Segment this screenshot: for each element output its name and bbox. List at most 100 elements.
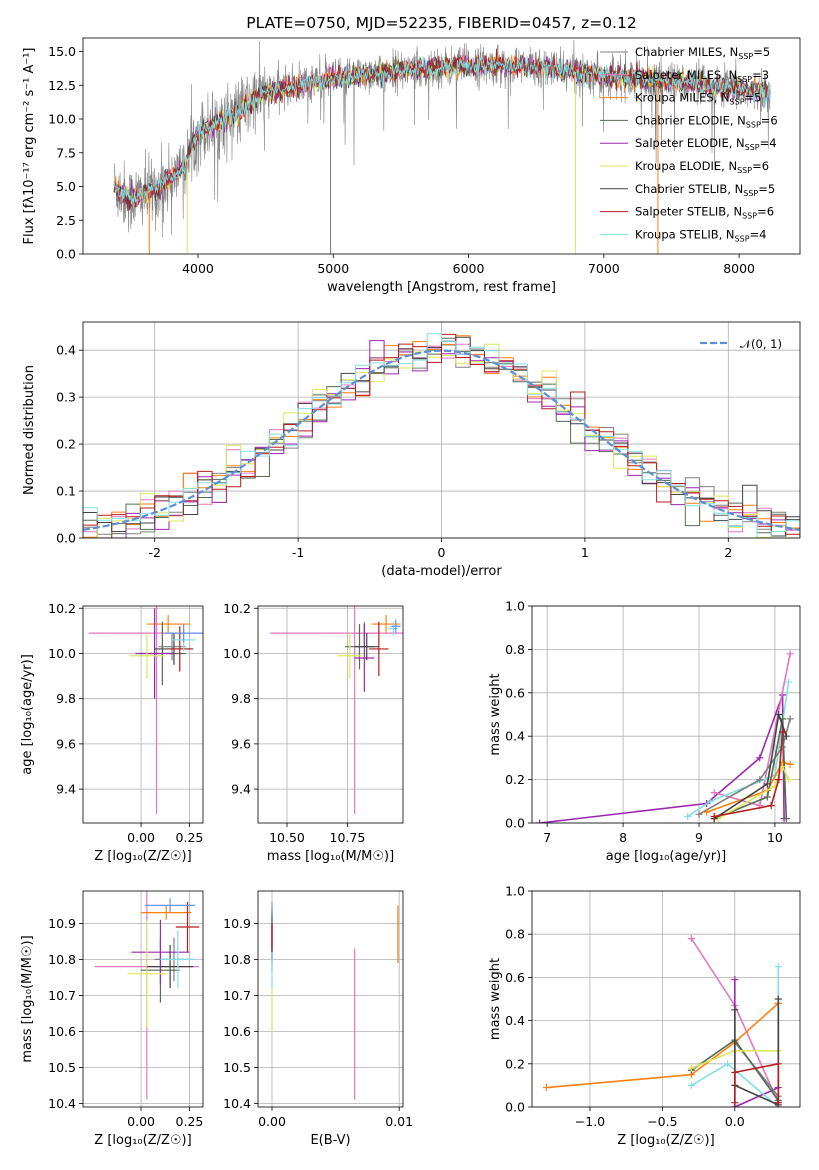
axes-frame (82, 605, 204, 824)
weight-marker-chabrier-stelib (775, 711, 783, 718)
weight-marker-chabrier-stelib (782, 732, 790, 740)
legend: 𝒩(0, 1) (700, 337, 782, 351)
x-tick-label: 0.25 (176, 830, 204, 845)
legend-entry: Salpeter MILES, NSSP=3 (635, 68, 769, 84)
y-tick-label: 10.9 (48, 916, 76, 931)
weight-marker-kroupa-stelib (687, 1081, 695, 1089)
chart-age-vs-mass: 10.50 10.75 9.4 9.6 9.8 10.0 10.2 mass [log₁₀(M… (223, 601, 404, 864)
chart-residuals: -2 -1 0 1 2 0.0 0.1 0.2 0.3 0.4 (data-model)/error… (22, 321, 801, 579)
legend-entry: Salpeter ELODIE, NSSP=4 (635, 136, 777, 152)
legend-entry: Kroupa STELIB, NSSP=4 (635, 227, 766, 243)
legend-entry: Chabrier STELIB, NSSP=5 (635, 182, 775, 198)
x-tick-label: 9 (695, 830, 703, 845)
weight-marker-salpeter-elodie (536, 819, 544, 823)
x-tick-label: 10.50 (269, 830, 305, 845)
x-tick-label: 0.0 (725, 1114, 745, 1129)
y-tick-label: 0.4 (505, 729, 525, 744)
errorbar-kroupa-elodie (127, 919, 167, 1028)
errorbar-salpeter-elodie (131, 919, 190, 985)
x-axis-label: mass [log₁₀(M/M☉)] (267, 849, 394, 864)
y-tick-label: 0.6 (505, 685, 525, 700)
x-axis-label: Z [log₁₀(Z/Z☉)] (617, 1133, 714, 1148)
y-tick-label: 10.2 (223, 601, 251, 616)
x-tick-label: −0.5 (647, 1114, 677, 1129)
weight-line-chabrier-elodie (713, 718, 788, 820)
x-tick-label: 7 (543, 830, 551, 845)
y-tick-label: 1.0 (505, 599, 525, 614)
weight-line-salpeter-stelib (714, 731, 784, 818)
y-tick-label: 10.4 (48, 1096, 76, 1111)
weight-marker-salpeter-stelib (767, 802, 775, 810)
weight-line-kroupa-stelib (687, 681, 790, 818)
y-tick-label: 12.5 (48, 78, 76, 93)
y-tick-label: 0.2 (505, 772, 525, 787)
x-tick-label: −1.0 (575, 1114, 605, 1129)
axes-frame (82, 37, 801, 255)
plot-area (94, 891, 200, 1100)
y-tick-label: 10.4 (223, 1096, 251, 1111)
weight-marker-salpeter-stelib (731, 1099, 739, 1107)
x-tick-label: 8 (619, 830, 627, 845)
weight-marker-chabrier-stelib (774, 995, 782, 1003)
y-axis-label: mass weight (488, 958, 503, 1040)
errorbar-salpeter-miles (270, 606, 403, 814)
y-tick-label: 10.5 (48, 1060, 76, 1075)
chart-title: PLATE=0750, MJD=52235, FIBERID=0457, z=0… (246, 14, 636, 32)
x-tick-label: 4000 (182, 261, 214, 276)
y-tick-label: 10.5 (223, 1060, 251, 1075)
y-tick-label: 10.7 (48, 988, 76, 1003)
x-axis-label: E(B-V) (310, 1133, 350, 1148)
errorbar-salpeter-miles (88, 606, 203, 814)
y-tick-label: 5.0 (56, 179, 76, 194)
legend-entry: Chabrier ELODIE, NSSP=6 (635, 113, 778, 129)
x-tick-label: 10.75 (330, 830, 366, 845)
errorbar-salpeter-stelib (168, 626, 192, 672)
chart-weight-vs-age: 7 8 9 10 0.0 0.2 0.4 0.6 0.8 1.0 age [log₁₀(age/yr… (488, 599, 801, 864)
y-tick-label: 10.6 (223, 1024, 251, 1039)
plot-area (113, 39, 771, 254)
y-tick-label: 0.4 (56, 343, 76, 358)
plot-area (83, 333, 800, 538)
x-tick-label: -1 (292, 545, 304, 560)
weight-marker-kroupa-stelib (684, 812, 692, 820)
weight-marker-chabrier-miles (779, 743, 787, 751)
plot-area (536, 650, 794, 823)
x-tick-label: 0.01 (385, 1114, 413, 1129)
errorbar-kroupa-miles (141, 905, 192, 920)
y-tick-label: 0.2 (505, 1056, 525, 1071)
y-tick-label: 0.0 (505, 1100, 525, 1115)
y-tick-label: 10.8 (48, 952, 76, 967)
y-axis-label: age [log₁₀(age/yr)] (20, 654, 35, 775)
errorbar-chabrier-miles (158, 633, 186, 661)
axes-frame (82, 321, 801, 539)
y-tick-label: 10.7 (223, 988, 251, 1003)
y-axis-label: mass [log₁₀(M/M☉)] (20, 935, 35, 1062)
weight-marker-chabrier-elodie (782, 815, 790, 823)
legend-entry: 𝒩(0, 1) (740, 337, 782, 351)
x-axis-label: age [log₁₀(age/yr)] (606, 849, 727, 864)
weight-marker-salpeter-stelib (710, 812, 718, 820)
x-tick-label: 5000 (317, 261, 349, 276)
x-axis-label: wavelength [Angstrom, rest frame] (327, 280, 556, 295)
weight-marker-kroupa-elodie (687, 1064, 695, 1072)
x-axis-label: Z [log₁₀(Z/Z☉)] (94, 1133, 191, 1148)
weight-marker-salpeter-miles (710, 789, 718, 797)
legend-entry: Kroupa MILES, NSSP=5 (635, 91, 761, 107)
weight-marker-kroupa-stelib (706, 797, 714, 805)
legend-entry: Chabrier MILES, NSSP=5 (635, 45, 770, 61)
y-tick-label: 9.8 (56, 691, 76, 706)
y-axis-label: mass weight (488, 673, 503, 755)
weight-marker-kroupa-miles (703, 808, 711, 816)
errorbar-chabrier-stelib (354, 633, 379, 661)
y-tick-label: 1.0 (505, 884, 525, 899)
weight-marker-salpeter-elodie (756, 754, 764, 762)
errorbar-salpeter-elodie (354, 624, 374, 692)
errorbar-salpeter-elodie (135, 608, 174, 699)
normal-curve (83, 349, 800, 531)
weight-marker-chabrier-stelib (731, 1006, 739, 1014)
y-tick-label: 10.6 (48, 1024, 76, 1039)
chart-age-vs-z: 0.00 0.25 9.4 9.6 9.8 10.0 10.2 Z [log₁₀(Z/Z☉)]… (20, 601, 204, 864)
weight-marker-chabrier-elodie (763, 793, 771, 801)
y-tick-label: 0.0 (505, 816, 525, 831)
